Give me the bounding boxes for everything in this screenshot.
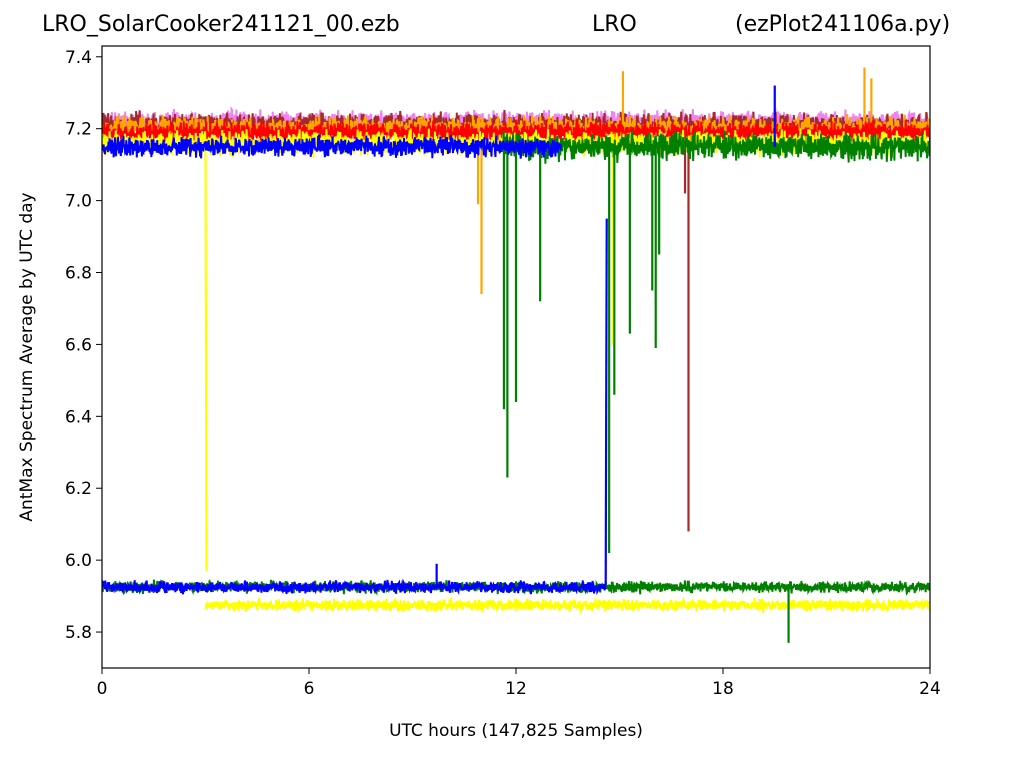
y-tick-label: 7.0 — [65, 192, 92, 212]
x-axis-label: UTC hours (147,825 Samples) — [389, 721, 643, 741]
y-tick-label: 7.2 — [65, 120, 92, 140]
y-tick-label: 5.8 — [65, 623, 92, 643]
y-axis: 5.8 6.0 6.2 6.4 6.6 6.8 7.0 7.2 7.4 — [65, 48, 102, 643]
chart-title-left: LRO_SolarCooker241121_00.ezb — [42, 12, 400, 37]
series-lower-band — [102, 578, 607, 596]
x-tick-label: 18 — [712, 679, 734, 699]
x-tick-label: 0 — [97, 679, 108, 699]
y-tick-label: 7.4 — [65, 48, 92, 68]
x-axis: 0 6 12 18 24 — [97, 668, 941, 699]
x-tick-label: 6 — [304, 679, 315, 699]
x-tick-label: 24 — [919, 679, 941, 699]
y-tick-label: 6.8 — [65, 264, 92, 284]
series-layer — [102, 67, 930, 643]
series-transition — [204, 143, 208, 571]
series-lower-band — [204, 596, 930, 614]
series-transition — [604, 218, 608, 586]
y-tick-label: 6.4 — [65, 407, 92, 427]
x-tick-label: 12 — [505, 679, 527, 699]
series-upper-band — [501, 130, 930, 164]
series-upper-band — [102, 134, 562, 159]
y-tick-label: 6.6 — [65, 335, 92, 355]
chart-title-center: LRO — [592, 12, 637, 37]
y-tick-label: 6.0 — [65, 551, 92, 571]
y-axis-label: AntMax Spectrum Average by UTC day — [17, 192, 37, 521]
chart-title-right: (ezPlot241106a.py) — [735, 12, 951, 37]
y-tick-label: 6.2 — [65, 479, 92, 499]
